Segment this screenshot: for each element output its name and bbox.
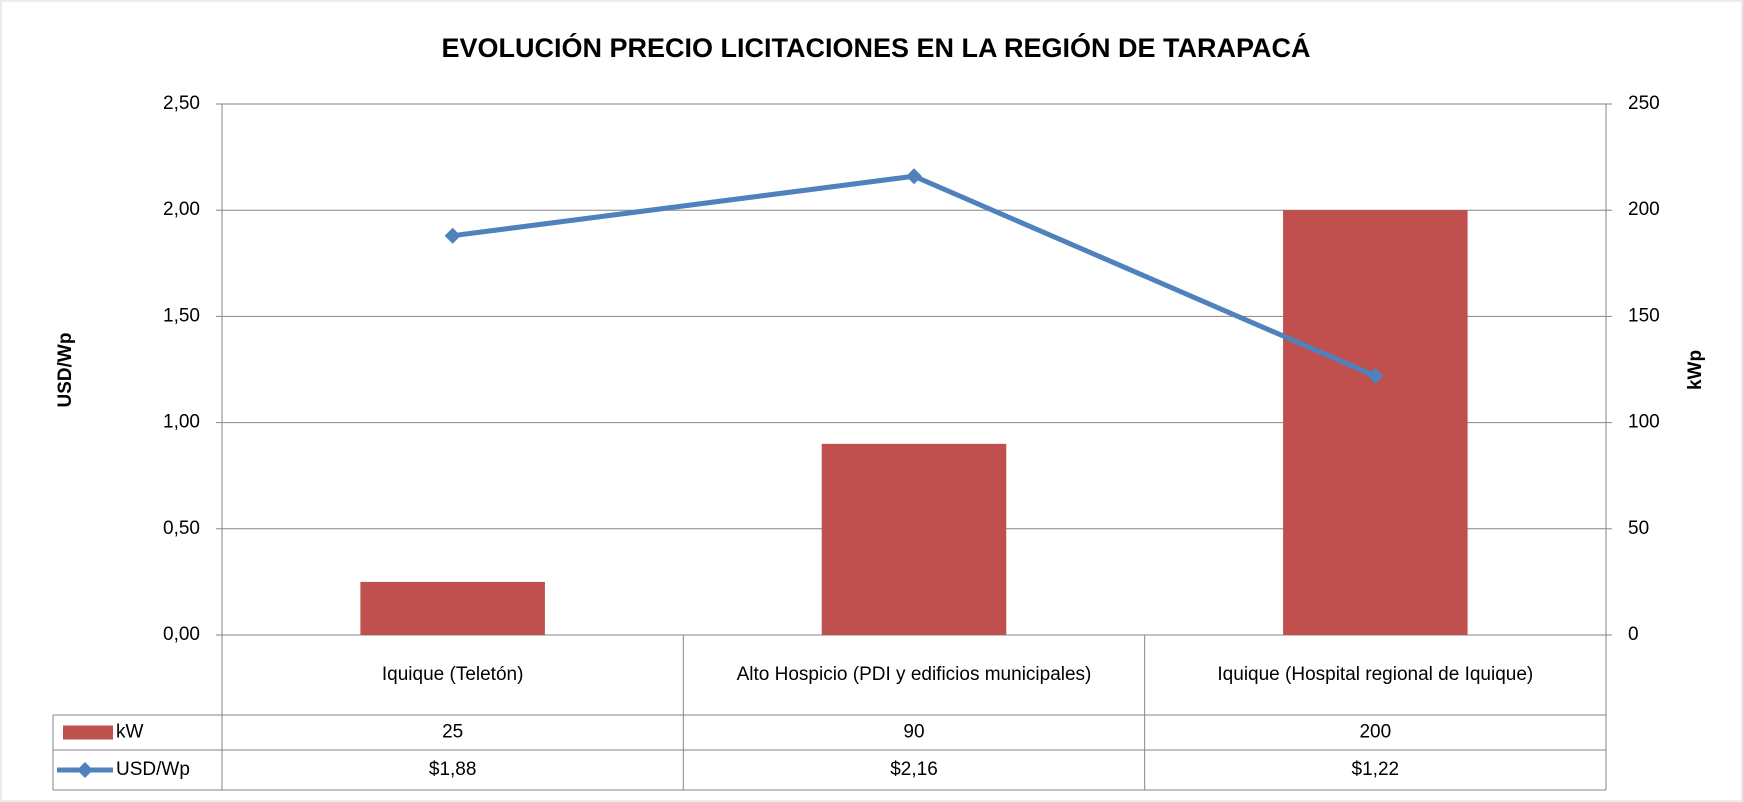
y-tick-label: 0,50	[163, 518, 200, 539]
table-value: 25	[442, 722, 463, 743]
bar	[821, 443, 1007, 635]
legend-label: USD/Wp	[116, 759, 190, 780]
y-tick-label: 1,50	[163, 305, 200, 326]
y2-tick-label: 250	[1628, 93, 1660, 114]
y-tick-label: 2,00	[163, 199, 200, 220]
marker	[1367, 367, 1384, 384]
y-axis-label: USD/Wp	[55, 333, 76, 408]
y2-axis-label: kWp	[1685, 350, 1706, 390]
table-value: 90	[903, 722, 924, 743]
y2-tick-label: 100	[1628, 412, 1660, 433]
table-value: $2,16	[890, 759, 938, 780]
marker	[906, 168, 922, 185]
marker	[444, 227, 461, 244]
bar	[1283, 210, 1468, 635]
x-tick-label: Iquique (Teletón)	[381, 664, 524, 685]
y2-tick-label: 150	[1628, 305, 1660, 326]
table-value: $1,22	[1352, 759, 1400, 780]
y2-tick-label: 200	[1628, 199, 1660, 220]
y-tick-label: 1,00	[163, 412, 200, 433]
chart-title: EVOLUCIÓN PRECIO LICITACIONES EN LA REGI…	[441, 32, 1310, 63]
legend-key	[77, 762, 93, 778]
y2-tick-label: 50	[1628, 518, 1649, 539]
y2-tick-label: 0	[1628, 624, 1639, 645]
y-tick-label: 0,00	[163, 624, 200, 645]
legend-label: kW	[116, 722, 144, 743]
table-value: 200	[1359, 722, 1391, 743]
table-value: $1,88	[429, 759, 477, 780]
x-tick-label: Iquique (Hospital regional de Iquique)	[1217, 664, 1534, 685]
x-tick-label: Alto Hospicio (PDI y edificios municipal…	[736, 664, 1092, 685]
legend-key	[63, 725, 113, 740]
y-tick-label: 2,50	[163, 93, 200, 114]
bar	[360, 581, 545, 635]
